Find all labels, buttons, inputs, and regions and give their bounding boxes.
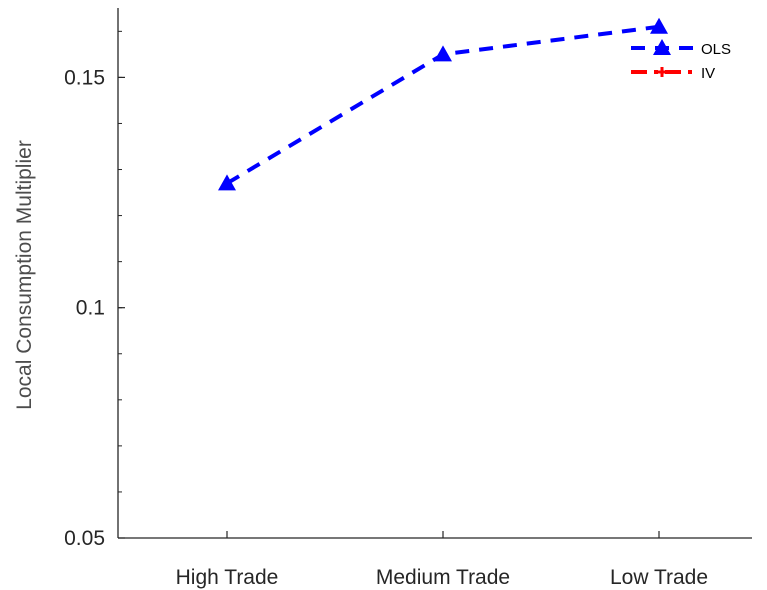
y-axis-ticks: 0.050.10.150.20.25 xyxy=(64,30,125,550)
y-tick-label: 0.1 xyxy=(76,297,105,320)
legend-marker xyxy=(657,67,667,77)
data-point-ols xyxy=(434,45,452,62)
data-point-ols xyxy=(218,174,236,191)
legend: OLS IV xyxy=(631,39,731,82)
legend-item-ols: OLS xyxy=(631,39,731,58)
legend-label: OLS xyxy=(701,41,731,58)
y-tick-label: 0.15 xyxy=(64,66,105,89)
x-tick-label: Medium Trade xyxy=(376,566,510,589)
axes xyxy=(117,8,752,539)
x-tick-label: High Trade xyxy=(176,566,279,589)
legend-label: IV xyxy=(701,65,715,82)
x-tick-label: Low Trade xyxy=(610,566,708,589)
y-tick-label: 0.05 xyxy=(64,527,105,550)
legend-item-iv: IV xyxy=(631,65,715,82)
y-axis-title: Local Consumption Multiplier xyxy=(13,140,36,410)
series-ols xyxy=(218,17,668,191)
x-axis-ticks: High Trade Medium Trade Low Trade xyxy=(176,531,708,589)
legend-marker xyxy=(653,39,671,55)
data-point-ols xyxy=(650,17,668,34)
series-layer xyxy=(218,17,668,191)
